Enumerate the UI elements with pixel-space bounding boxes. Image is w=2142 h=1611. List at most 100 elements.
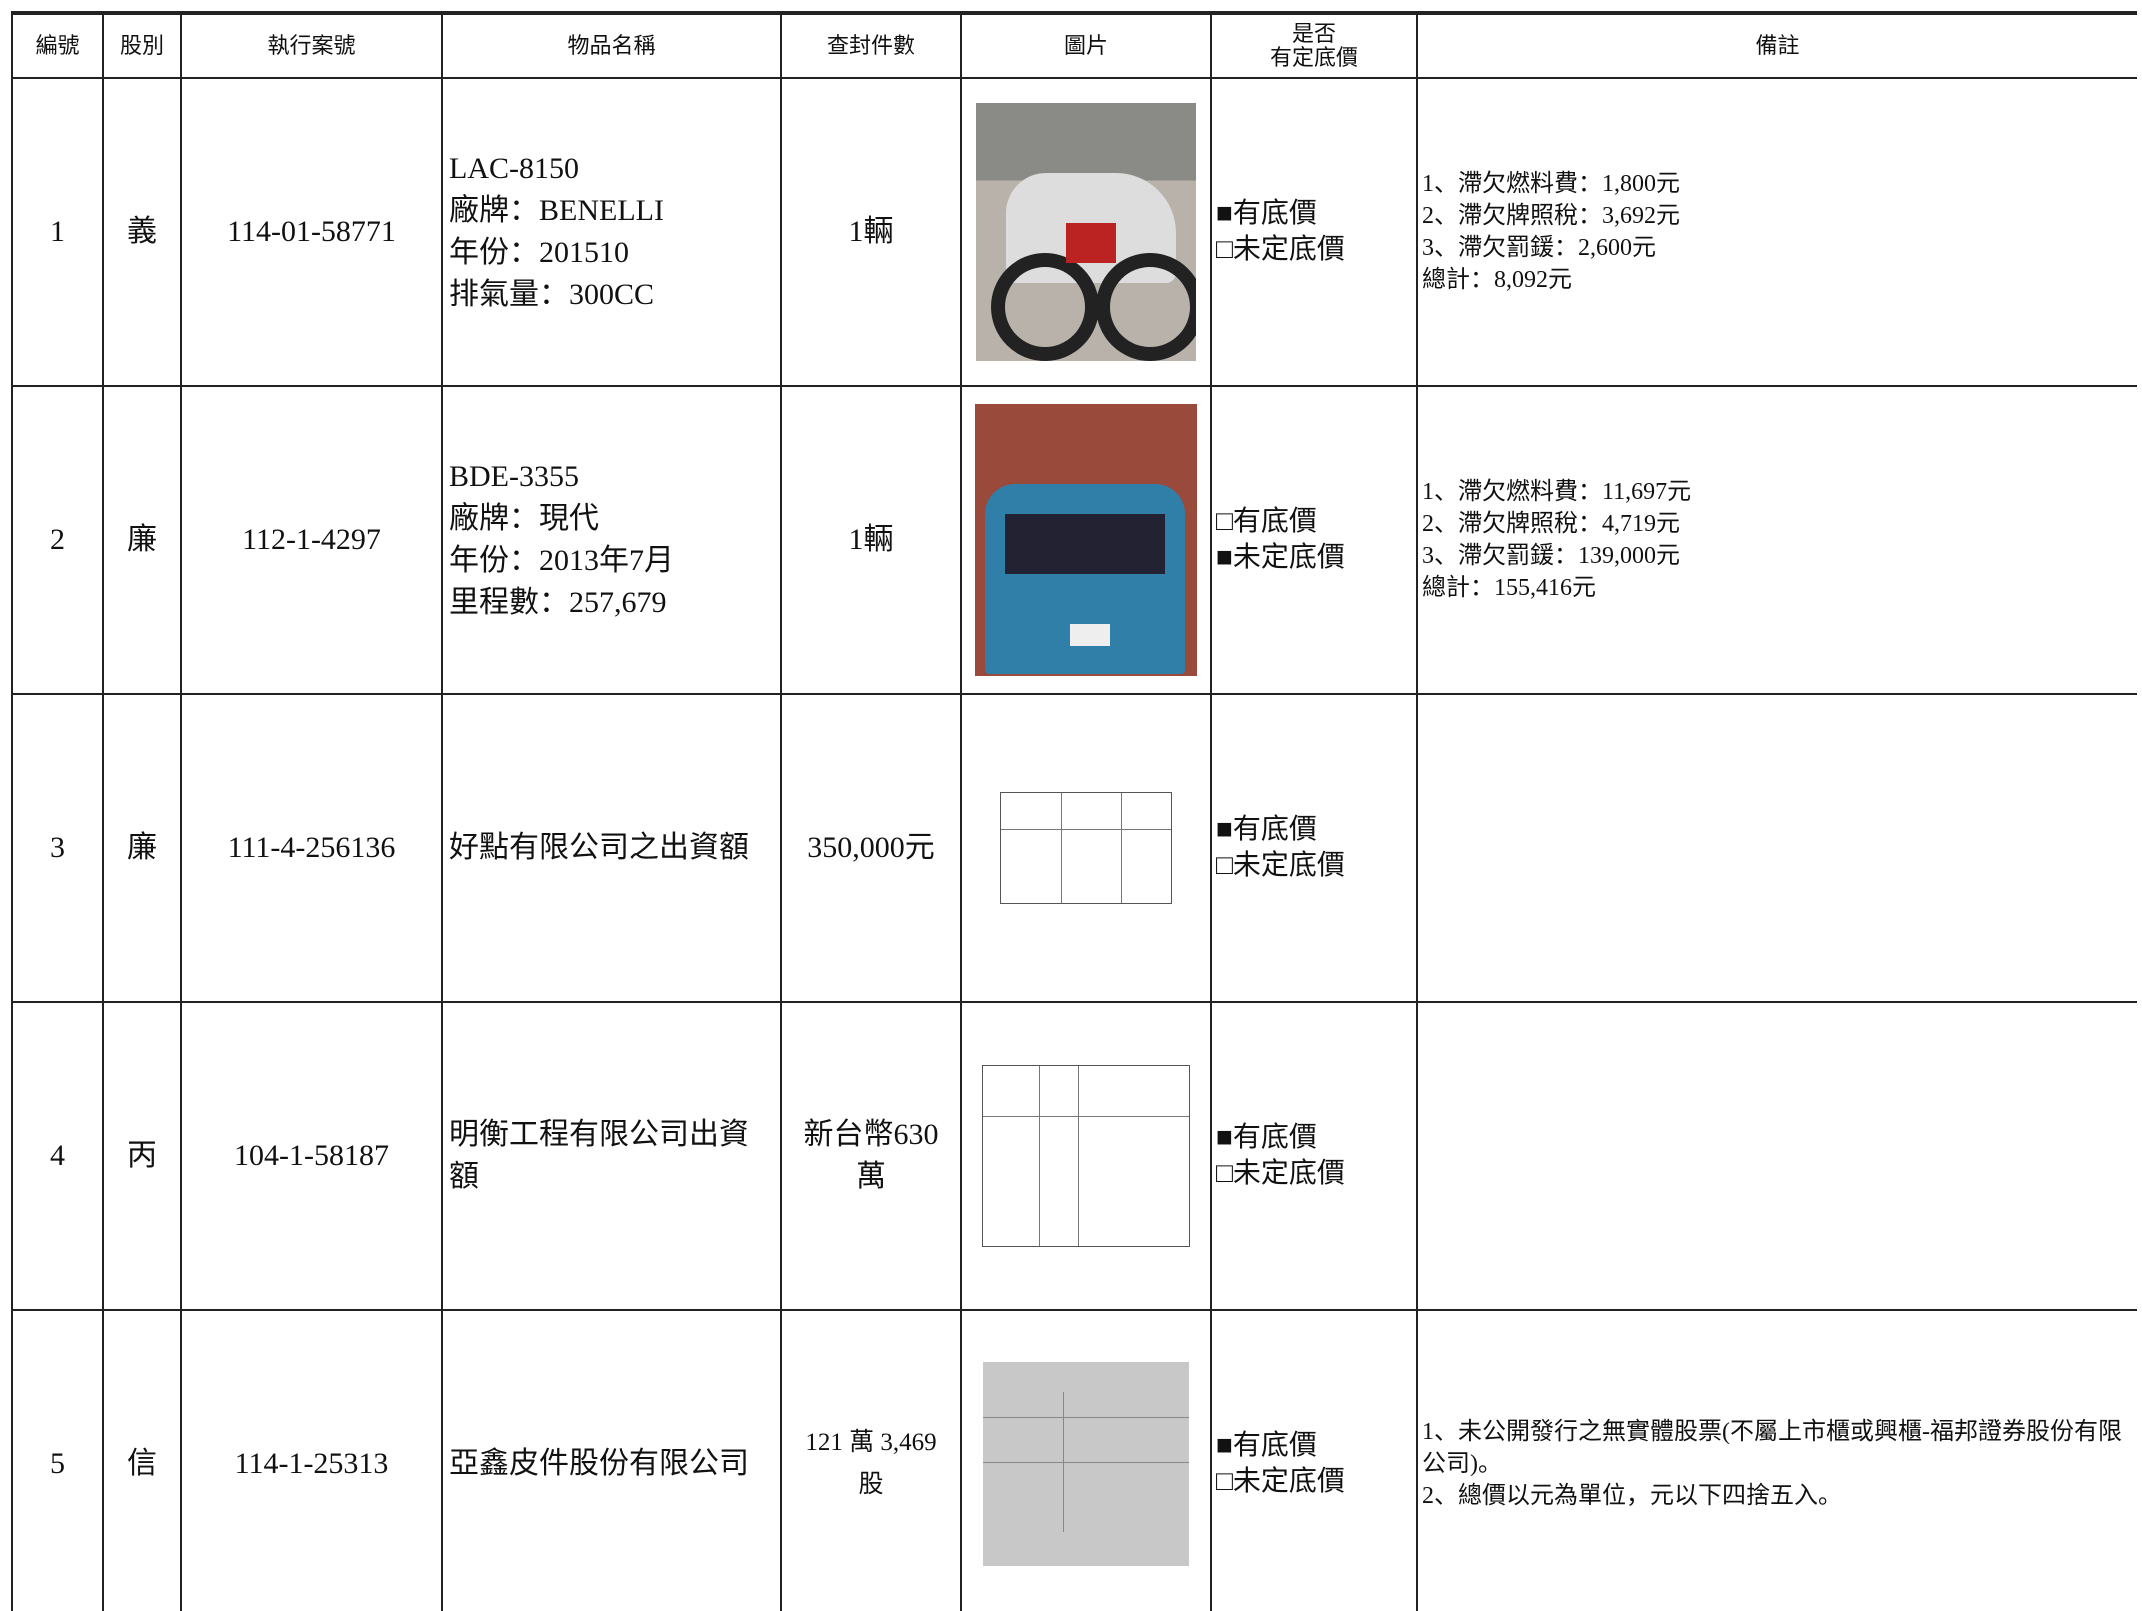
photo — [1005, 514, 1165, 574]
photo — [1066, 223, 1116, 263]
no-cell: 2 — [11, 385, 104, 695]
quantity-cell: 350,000元 — [780, 693, 962, 1003]
reserve-option: ■有底價 — [1216, 814, 1317, 845]
row-number: 4 — [50, 1139, 65, 1172]
photo — [1121, 793, 1122, 903]
remark-line: 2、滯欠牌照稅：4,719元 — [1422, 511, 1680, 537]
header-text: 查封件數 — [826, 33, 915, 58]
header-cell: 圖片 — [960, 13, 1212, 79]
row-number: 5 — [50, 1447, 65, 1480]
division-cell: 義 — [102, 77, 182, 387]
page: 編號 股別 執行案號 物品名稱 查封件數 圖片 是否 有定底價 備註 1 義 114-01-5877… — [11, 11, 2137, 1611]
item-line: 廠牌：BENELLI — [449, 194, 664, 227]
no-cell: 5 — [11, 1309, 104, 1611]
item-line: 年份：2013年7月 — [449, 544, 674, 577]
remarks-cell — [1416, 1001, 2137, 1311]
quantity-cell: 121 萬 3,469 股 — [780, 1309, 962, 1611]
quantity: 121 萬 3,469 股 — [805, 1429, 937, 1498]
item-cell: 明衡工程有限公司出資額 — [441, 1001, 782, 1311]
header-text: 物品名稱 — [567, 33, 656, 58]
case-number: 104-1-58187 — [234, 1139, 389, 1172]
item-line: BDE-3355 — [449, 460, 579, 493]
case-number: 114-01-58771 — [227, 215, 396, 248]
item-line: 里程數：257,679 — [449, 586, 667, 619]
photo — [975, 404, 1197, 676]
division: 丙 — [127, 1139, 157, 1172]
data-row: 3 廉 111-4-256136 好點有限公司之出資額 350,000元 ■有底價 □未定底… — [11, 693, 2137, 1003]
item-line: 明衡工程有限公司出資額 — [449, 1118, 749, 1193]
header-cell: 股別 — [102, 13, 182, 79]
division-cell: 廉 — [102, 385, 182, 695]
case-number: 114-1-25313 — [234, 1447, 389, 1480]
case-number: 111-4-256136 — [227, 831, 396, 864]
row-number: 2 — [50, 523, 65, 556]
reserve-cell: ■有底價 □未定底價 — [1210, 693, 1418, 1003]
data-row: 5 信 114-1-25313 亞鑫皮件股份有限公司 121 萬 3,469 股 ■有底價… — [11, 1309, 2137, 1611]
header-line: 是否 — [1291, 21, 1336, 46]
photo — [1078, 1066, 1079, 1246]
division-cell: 廉 — [102, 693, 182, 1003]
header-text: 圖片 — [1063, 33, 1108, 58]
reserve-cell: ■有底價 □未定底價 — [1210, 77, 1418, 387]
photo — [1061, 793, 1062, 903]
case-number: 112-1-4297 — [242, 523, 381, 556]
photo — [1000, 792, 1172, 904]
header-line: 有定底價 — [1269, 45, 1358, 70]
item-cell: LAC-8150 廠牌：BENELLI 年份：201510 排氣量：300CC — [441, 77, 782, 387]
quantity: 1輛 — [848, 215, 894, 248]
remark-line: 3、滯欠罰鍰：139,000元 — [1422, 543, 1680, 569]
picture-cell — [960, 385, 1212, 695]
reserve-option: ■未定底價 — [1216, 542, 1345, 573]
reserve-option: □有底價 — [1216, 506, 1317, 537]
reserve-cell: ■有底價 □未定底價 — [1210, 1309, 1418, 1611]
reserve-option: □未定底價 — [1216, 850, 1345, 881]
row-number: 1 — [50, 215, 65, 248]
remark-line: 總計：8,092元 — [1422, 267, 1572, 293]
remark-line: 2、總價以元為單位，元以下四捨五入。 — [1422, 1483, 1842, 1509]
photo — [1039, 1066, 1040, 1246]
data-row: 1 義 114-01-58771 LAC-8150 廠牌：BENELLI 年份：20151… — [11, 77, 2137, 387]
quantity-cell: 1輛 — [780, 77, 962, 387]
photo — [1070, 624, 1110, 646]
photo — [983, 1116, 1189, 1117]
remark-line: 1、滯欠燃料費：1,800元 — [1422, 171, 1680, 197]
quantity: 新台幣630萬 — [803, 1118, 939, 1193]
photo — [983, 1462, 1189, 1463]
division: 廉 — [127, 523, 157, 556]
photo — [1001, 829, 1171, 830]
photo — [1096, 253, 1196, 361]
photo — [991, 253, 1099, 361]
no-cell: 4 — [11, 1001, 104, 1311]
reserve-option: □未定底價 — [1216, 1466, 1345, 1497]
quantity: 1輛 — [848, 523, 894, 556]
case-cell: 112-1-4297 — [180, 385, 443, 695]
division: 義 — [127, 215, 157, 248]
remarks-cell: 1、未公開發行之無實體股票(不屬上市櫃或興櫃-福邦證券股份有限公司)。 2、總價以… — [1416, 1309, 2137, 1611]
header-cell: 物品名稱 — [441, 13, 782, 79]
picture-cell — [960, 693, 1212, 1003]
item-cell: BDE-3355 廠牌：現代年份：2013年7月 里程數：257,679 — [441, 385, 782, 695]
item-cell: 亞鑫皮件股份有限公司 — [441, 1309, 782, 1611]
item-line: 廠牌：現代 — [449, 502, 599, 535]
division: 信 — [127, 1447, 157, 1480]
item-line: 年份：201510 — [449, 236, 629, 269]
header-text: 備註 — [1755, 33, 1800, 58]
header-cell: 編號 — [11, 13, 104, 79]
remarks-cell — [1416, 693, 2137, 1003]
header-cell: 備註 — [1416, 13, 2137, 79]
header-cell: 查封件數 — [780, 13, 962, 79]
remark-line: 1、未公開發行之無實體股票(不屬上市櫃或興櫃-福邦證券股份有限公司)。 — [1422, 1419, 2122, 1477]
photo — [976, 103, 1196, 361]
no-cell: 1 — [11, 77, 104, 387]
quantity-cell: 新台幣630萬 — [780, 1001, 962, 1311]
row-number: 3 — [50, 831, 65, 864]
item-cell: 好點有限公司之出資額 — [441, 693, 782, 1003]
remarks-cell: 1、滯欠燃料費：1,800元 2、滯欠牌照稅：3,692元 3、滯欠罰鍰：2,600… — [1416, 77, 2137, 387]
case-cell: 114-01-58771 — [180, 77, 443, 387]
header-text: 編號 — [35, 33, 80, 58]
case-cell: 114-1-25313 — [180, 1309, 443, 1611]
quantity: 350,000元 — [807, 831, 935, 864]
header-row: 編號 股別 執行案號 物品名稱 查封件數 圖片 是否 有定底價 備註 — [11, 13, 2137, 79]
picture-cell — [960, 1001, 1212, 1311]
header-text: 執行案號 — [267, 33, 356, 58]
